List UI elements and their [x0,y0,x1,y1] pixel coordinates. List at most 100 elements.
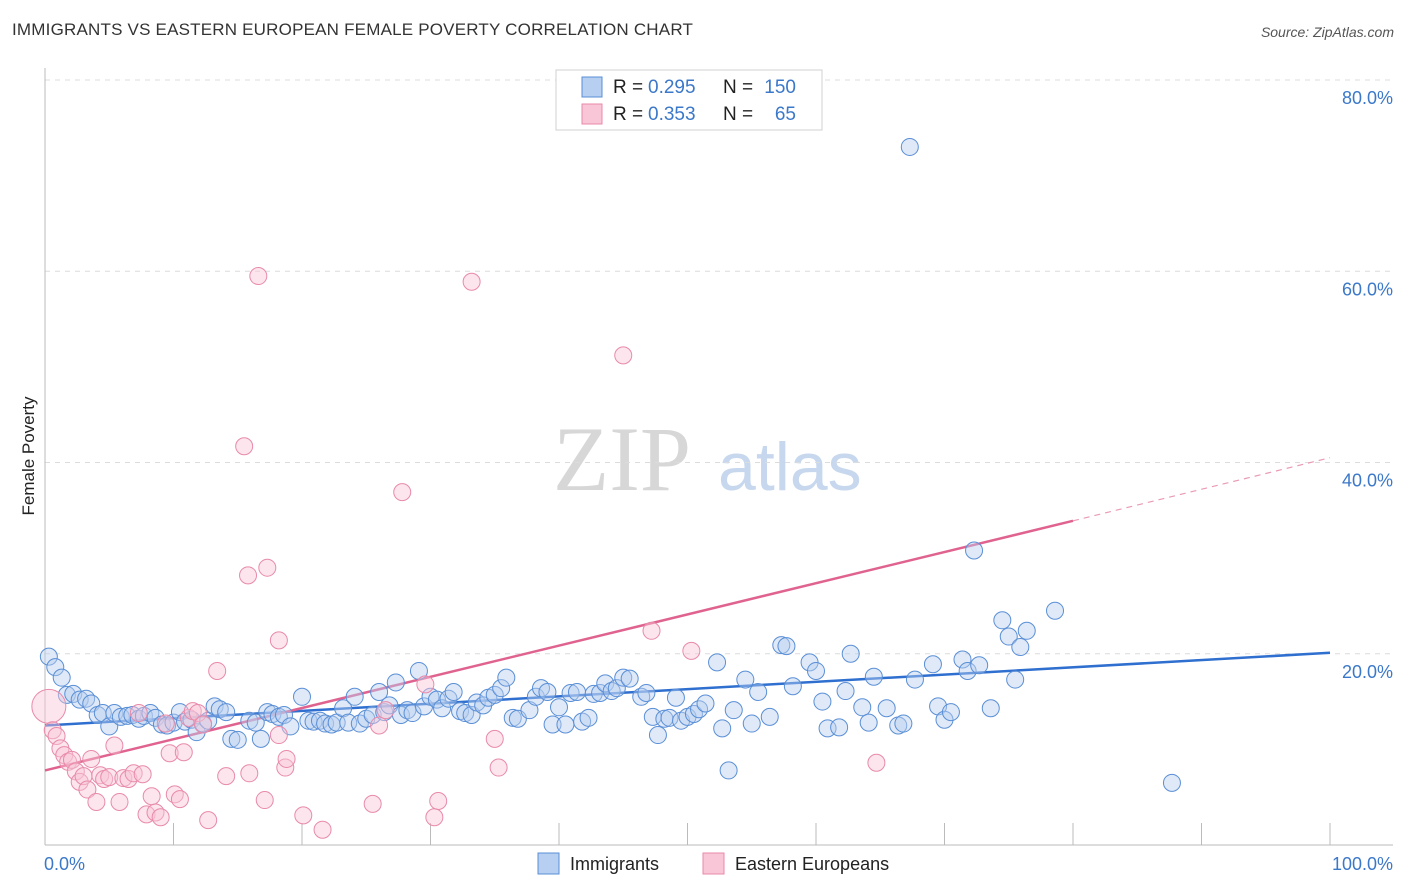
immigrants-point [275,705,294,724]
immigrants-point [905,670,924,689]
immigrants-point [923,655,942,674]
immigrants-point [1162,773,1181,792]
immigrants-point [813,692,832,711]
immigrants-point [205,697,224,716]
immigrants-point [970,656,989,675]
legend: R = 0.295 N = 150 R = 0.353 N = 65 [555,69,823,131]
immigrants-point [941,703,960,722]
immigrants-point [543,715,562,734]
immigrants-point [708,653,727,672]
eastern-europeans-point [370,716,389,735]
immigrants-point [228,730,247,749]
eastern-europeans-point [129,704,148,723]
eastern-europeans-point [82,749,101,768]
immigrants-point [1006,670,1025,689]
eastern-europeans-point [240,764,259,783]
immigrants-point [719,761,738,780]
eastern-europeans-point [87,792,106,811]
eastern-europeans-point [170,790,189,809]
watermark-atlas: atlas [718,429,862,505]
immigrants-point [561,683,580,702]
bottom-legend: Immigrants Eastern Europeans [537,852,889,875]
immigrants-point [993,611,1012,630]
eastern-europeans-point [258,558,277,577]
eastern-europeans-point [119,770,138,789]
immigrants-point [579,708,598,727]
legend-swatch-eastern-europeans [581,103,603,125]
immigrants-point [830,718,849,737]
immigrants-point [222,729,241,748]
eastern-europeans-point [100,768,119,787]
immigrants-point [492,679,511,698]
immigrants-point [859,713,878,732]
legend-swatch-immigrants [581,76,603,98]
immigrants-point [894,714,913,733]
eastern-europeans-point [188,704,207,723]
eastern-europeans-point [146,803,165,822]
immigrants-point [1011,638,1030,657]
immigrants-point [999,627,1018,646]
immigrants-point [684,704,703,723]
y-tick-labels: 20.0% 40.0% 60.0% 80.0% [1342,88,1393,682]
eastern-europeans-point [217,767,236,786]
eastern-europeans-point [105,736,124,755]
immigrants-point [497,668,516,687]
legend-n-value-1: 150 [764,77,796,98]
legend-n-label-2: N = [723,104,753,125]
eastern-europeans-point [142,787,161,806]
immigrants-point [77,689,96,708]
watermark-zip: ZIP [553,408,691,510]
immigrants-point [607,679,626,698]
axes [44,68,1393,846]
eastern-europeans-point [255,791,274,810]
eastern-europeans-point [313,820,332,839]
chart-source: Source: ZipAtlas.com [1260,24,1394,40]
immigrants-point [1046,601,1065,620]
immigrants-point [39,647,58,666]
bottom-legend-swatch-eastern-europeans [702,852,725,875]
immigrants-point [1017,621,1036,640]
immigrants-point [648,726,667,745]
immigrants-point [864,667,883,686]
legend-r-value-1: 0.295 [648,77,696,98]
immigrants-point [724,701,743,720]
legend-r-value-2: 0.353 [648,104,696,125]
immigrants-point [965,541,984,560]
immigrants-point [584,684,603,703]
immigrants-point [246,713,265,732]
x-tick-label-min: 0.0% [44,854,85,874]
immigrants-point [334,699,353,718]
immigrants-point [935,710,954,729]
eastern-europeans-point [277,749,296,768]
legend-n-label-1: N = [723,77,753,98]
immigrants-point [526,687,545,706]
eastern-europeans-point [208,661,227,680]
immigrants-point [777,637,796,656]
immigrants-point [433,699,452,718]
immigrants-point [958,661,977,680]
eastern-europeans-point [425,808,444,827]
immigrants-point [749,683,768,701]
immigrants-point [240,711,259,730]
immigrants-point [456,704,475,723]
immigrants-point [836,682,855,701]
immigrants-point [696,694,715,713]
eastern-europeans-point [416,675,435,694]
y-axis-label: Female Poverty [19,396,38,516]
y-tick-label-20: 20.0% [1342,662,1393,682]
x-tick-label-max: 100.0% [1332,854,1393,874]
eastern-europeans-point [62,750,81,769]
immigrants-point [100,717,119,736]
eastern-europeans-point [78,780,97,799]
immigrants-point [485,685,504,704]
immigrants-point [877,699,896,718]
immigrants-point [853,698,872,717]
y-tick-label-60: 60.0% [1342,279,1393,299]
immigrants-point [637,683,656,702]
immigrants-point [783,677,802,696]
immigrants-point [82,694,101,713]
legend-r-label-1: R = [613,77,643,98]
eastern-europeans-point [429,792,448,811]
immigrants-point [620,669,639,688]
